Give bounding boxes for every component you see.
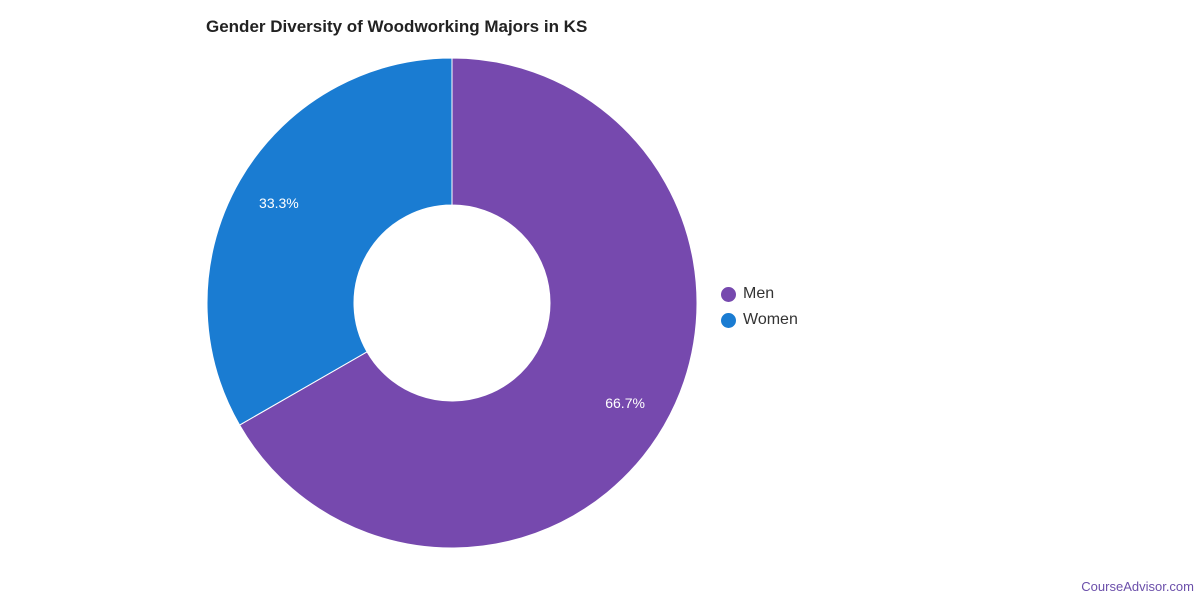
legend-swatch-men [721,286,736,302]
slice-label-men: 66.7% [605,395,645,411]
legend-label-men: Men [743,285,775,302]
chart-legend: Men Women [721,281,798,333]
slice-men[interactable] [238,57,698,549]
legend-item-women[interactable]: Women [721,307,798,333]
slice-women[interactable] [206,57,453,426]
legend-item-men[interactable]: Men [721,281,798,307]
legend-swatch-women [721,312,736,328]
source-credit[interactable]: CourseAdvisor.com [1081,579,1194,594]
slices-group [206,57,698,549]
chart-title: Gender Diversity of Woodworking Majors i… [206,17,588,36]
slice-labels-group: 66.7% 33.3% [259,195,645,411]
legend-label-women: Women [743,311,798,328]
slice-label-women: 33.3% [259,195,299,211]
